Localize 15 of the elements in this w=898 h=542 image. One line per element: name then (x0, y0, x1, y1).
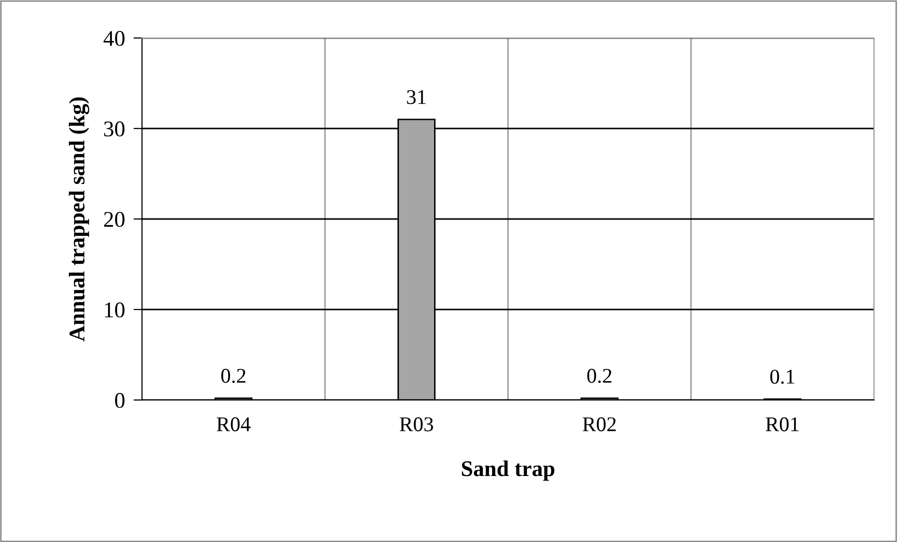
x-tick-label: R02 (582, 417, 616, 432)
y-axis-title: Annual trapped sand (kg) (68, 97, 90, 342)
x-tick-label: R01 (766, 417, 799, 432)
x-tick-label: R04 (216, 417, 251, 432)
data-label: 0.2 (221, 368, 246, 383)
data-label: 31 (407, 90, 426, 104)
y-tick-label: 10 (105, 302, 124, 318)
data-label: 0.2 (587, 368, 612, 383)
x-tick-label: R03 (400, 417, 434, 432)
x-axis-title: Sand trap (462, 460, 554, 481)
data-label: 0.1 (770, 370, 794, 384)
y-tick-label: 0 (115, 392, 124, 408)
y-tick-label: 30 (104, 121, 124, 136)
y-tick-label: 40 (104, 30, 124, 46)
y-tick-label: 20 (104, 212, 124, 227)
